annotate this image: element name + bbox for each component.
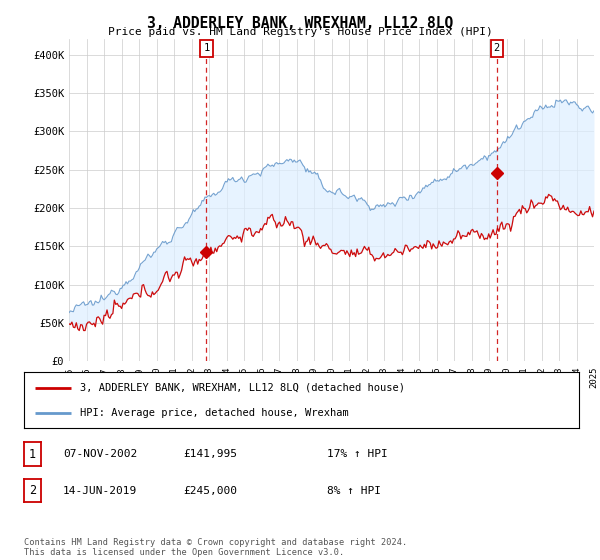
- Text: Price paid vs. HM Land Registry's House Price Index (HPI): Price paid vs. HM Land Registry's House …: [107, 27, 493, 37]
- Text: 8% ↑ HPI: 8% ↑ HPI: [327, 486, 381, 496]
- Text: 3, ADDERLEY BANK, WREXHAM, LL12 8LQ (detached house): 3, ADDERLEY BANK, WREXHAM, LL12 8LQ (det…: [79, 382, 404, 393]
- Text: 3, ADDERLEY BANK, WREXHAM, LL12 8LQ: 3, ADDERLEY BANK, WREXHAM, LL12 8LQ: [147, 16, 453, 31]
- Text: 14-JUN-2019: 14-JUN-2019: [63, 486, 137, 496]
- Text: 2: 2: [494, 44, 500, 53]
- Text: 1: 1: [29, 447, 36, 461]
- Text: 2: 2: [29, 484, 36, 497]
- Text: 17% ↑ HPI: 17% ↑ HPI: [327, 449, 388, 459]
- Text: 07-NOV-2002: 07-NOV-2002: [63, 449, 137, 459]
- Text: Contains HM Land Registry data © Crown copyright and database right 2024.
This d: Contains HM Land Registry data © Crown c…: [24, 538, 407, 557]
- Text: £245,000: £245,000: [183, 486, 237, 496]
- Text: £141,995: £141,995: [183, 449, 237, 459]
- Text: HPI: Average price, detached house, Wrexham: HPI: Average price, detached house, Wrex…: [79, 408, 348, 418]
- Text: 1: 1: [203, 44, 209, 53]
